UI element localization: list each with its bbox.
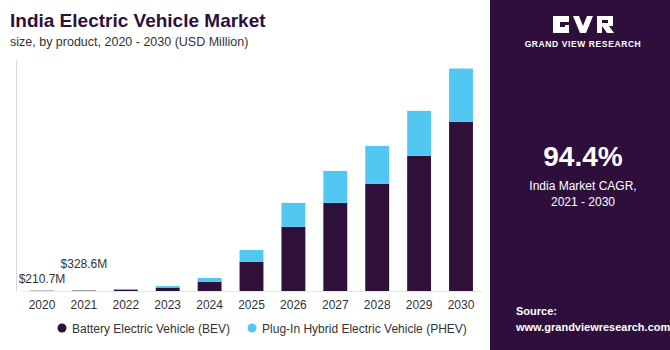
legend-item: Plug-In Hybrid Electric Vehicle (PHEV) [248,322,467,336]
logo-shape [553,16,569,33]
x-tick-label: 2025 [238,298,265,312]
bar [449,69,473,122]
x-tick-label: 2026 [280,298,307,312]
brand: GRAND VIEW RESEARCH [525,39,642,49]
cagr-label: 2021 - 2030 [551,195,615,209]
series-0 [30,122,473,291]
bar [323,171,347,203]
x-tick: 2023 [154,291,181,312]
x-tick: 2021 [71,291,98,312]
x-tick: 2030 [448,291,475,312]
side-panel [490,0,670,350]
bar [30,290,54,291]
x-tick-label: 2020 [29,298,56,312]
bar [407,111,431,156]
y-axis-line [16,61,17,292]
bar [449,122,473,291]
x-tick: 2024 [196,291,223,312]
x-tick: 2020 [29,291,56,312]
x-tick-label: 2028 [364,298,391,312]
x-tick-label: 2023 [154,298,181,312]
logo-shape [573,16,593,33]
x-tick-label: 2024 [196,298,223,312]
bar [365,146,389,184]
legend-swatch [58,324,67,333]
cagr-value: 94.4% [543,141,622,172]
legend: Battery Electric Vehicle (BEV) Plug-In Hy… [58,322,467,336]
bar [198,282,222,291]
source: www.grandviewresearch.com [515,321,670,333]
logo [553,16,614,33]
legend-item: Battery Electric Vehicle (BEV) [58,322,231,336]
x-tick: 2025 [238,291,265,312]
x-tick: 2026 [280,291,307,312]
annotation: $210.7M [19,272,66,286]
x-tick-label: 2021 [71,298,98,312]
chart: India Electric Vehicle Market size, by pr… [0,0,670,350]
bar [281,203,305,227]
bar [156,288,180,291]
bar [198,278,222,282]
legend-swatch [248,324,257,333]
cagr-label: India Market CAGR, [529,179,636,193]
bar [72,290,96,291]
legend-label: Plug-In Hybrid Electric Vehicle (PHEV) [262,322,467,336]
plot-background [0,0,490,350]
bar [156,286,180,288]
x-tick-label: 2029 [406,298,433,312]
bar [114,290,138,291]
bar [30,290,54,291]
x-axis-line [22,291,483,292]
bar [72,290,96,291]
annotation: $328.6M [61,257,108,271]
x-tick-label: 2030 [448,298,475,312]
x-tick: 2027 [322,291,349,312]
subtitle: size, by product, 2020 - 2030 (USD Milli… [10,35,248,49]
x-tick-label: 2022 [112,298,139,312]
bar [240,262,264,291]
y-axis [16,61,17,292]
x-tick: 2029 [406,291,433,312]
x-axis: 2020 2021 2022 2023 2024 2025 2026 2027 2028 2029… [22,291,483,312]
bar [281,227,305,291]
bar [240,250,264,262]
bar [407,156,431,291]
series-1 [30,69,473,291]
x-tick: 2028 [364,291,391,312]
bar [365,184,389,291]
title: India Electric Vehicle Market [10,10,266,31]
annotations: $210.7M$328.6M [19,257,108,285]
bar [114,288,138,290]
x-tick: 2022 [112,291,139,312]
logo-shape [597,16,614,33]
source-label: Source: [516,305,557,317]
legend-label: Battery Electric Vehicle (BEV) [72,322,230,336]
bar [323,203,347,291]
x-tick-label: 2027 [322,298,349,312]
bars [30,69,473,291]
